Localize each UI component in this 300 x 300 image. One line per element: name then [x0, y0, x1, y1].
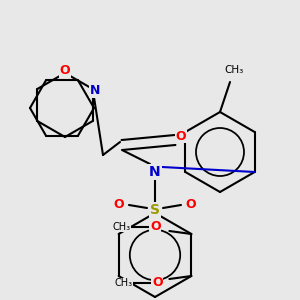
Text: O: O — [60, 64, 70, 77]
Text: O: O — [186, 199, 196, 212]
Text: CH₃: CH₃ — [114, 278, 132, 288]
Text: O: O — [150, 220, 161, 233]
Text: N: N — [149, 165, 161, 179]
Text: CH₃: CH₃ — [224, 65, 244, 75]
Text: O: O — [152, 277, 163, 290]
Text: S: S — [150, 203, 160, 217]
Text: O: O — [114, 199, 124, 212]
Text: CH₃: CH₃ — [112, 222, 130, 232]
Text: N: N — [89, 85, 100, 98]
Text: O: O — [176, 130, 186, 142]
